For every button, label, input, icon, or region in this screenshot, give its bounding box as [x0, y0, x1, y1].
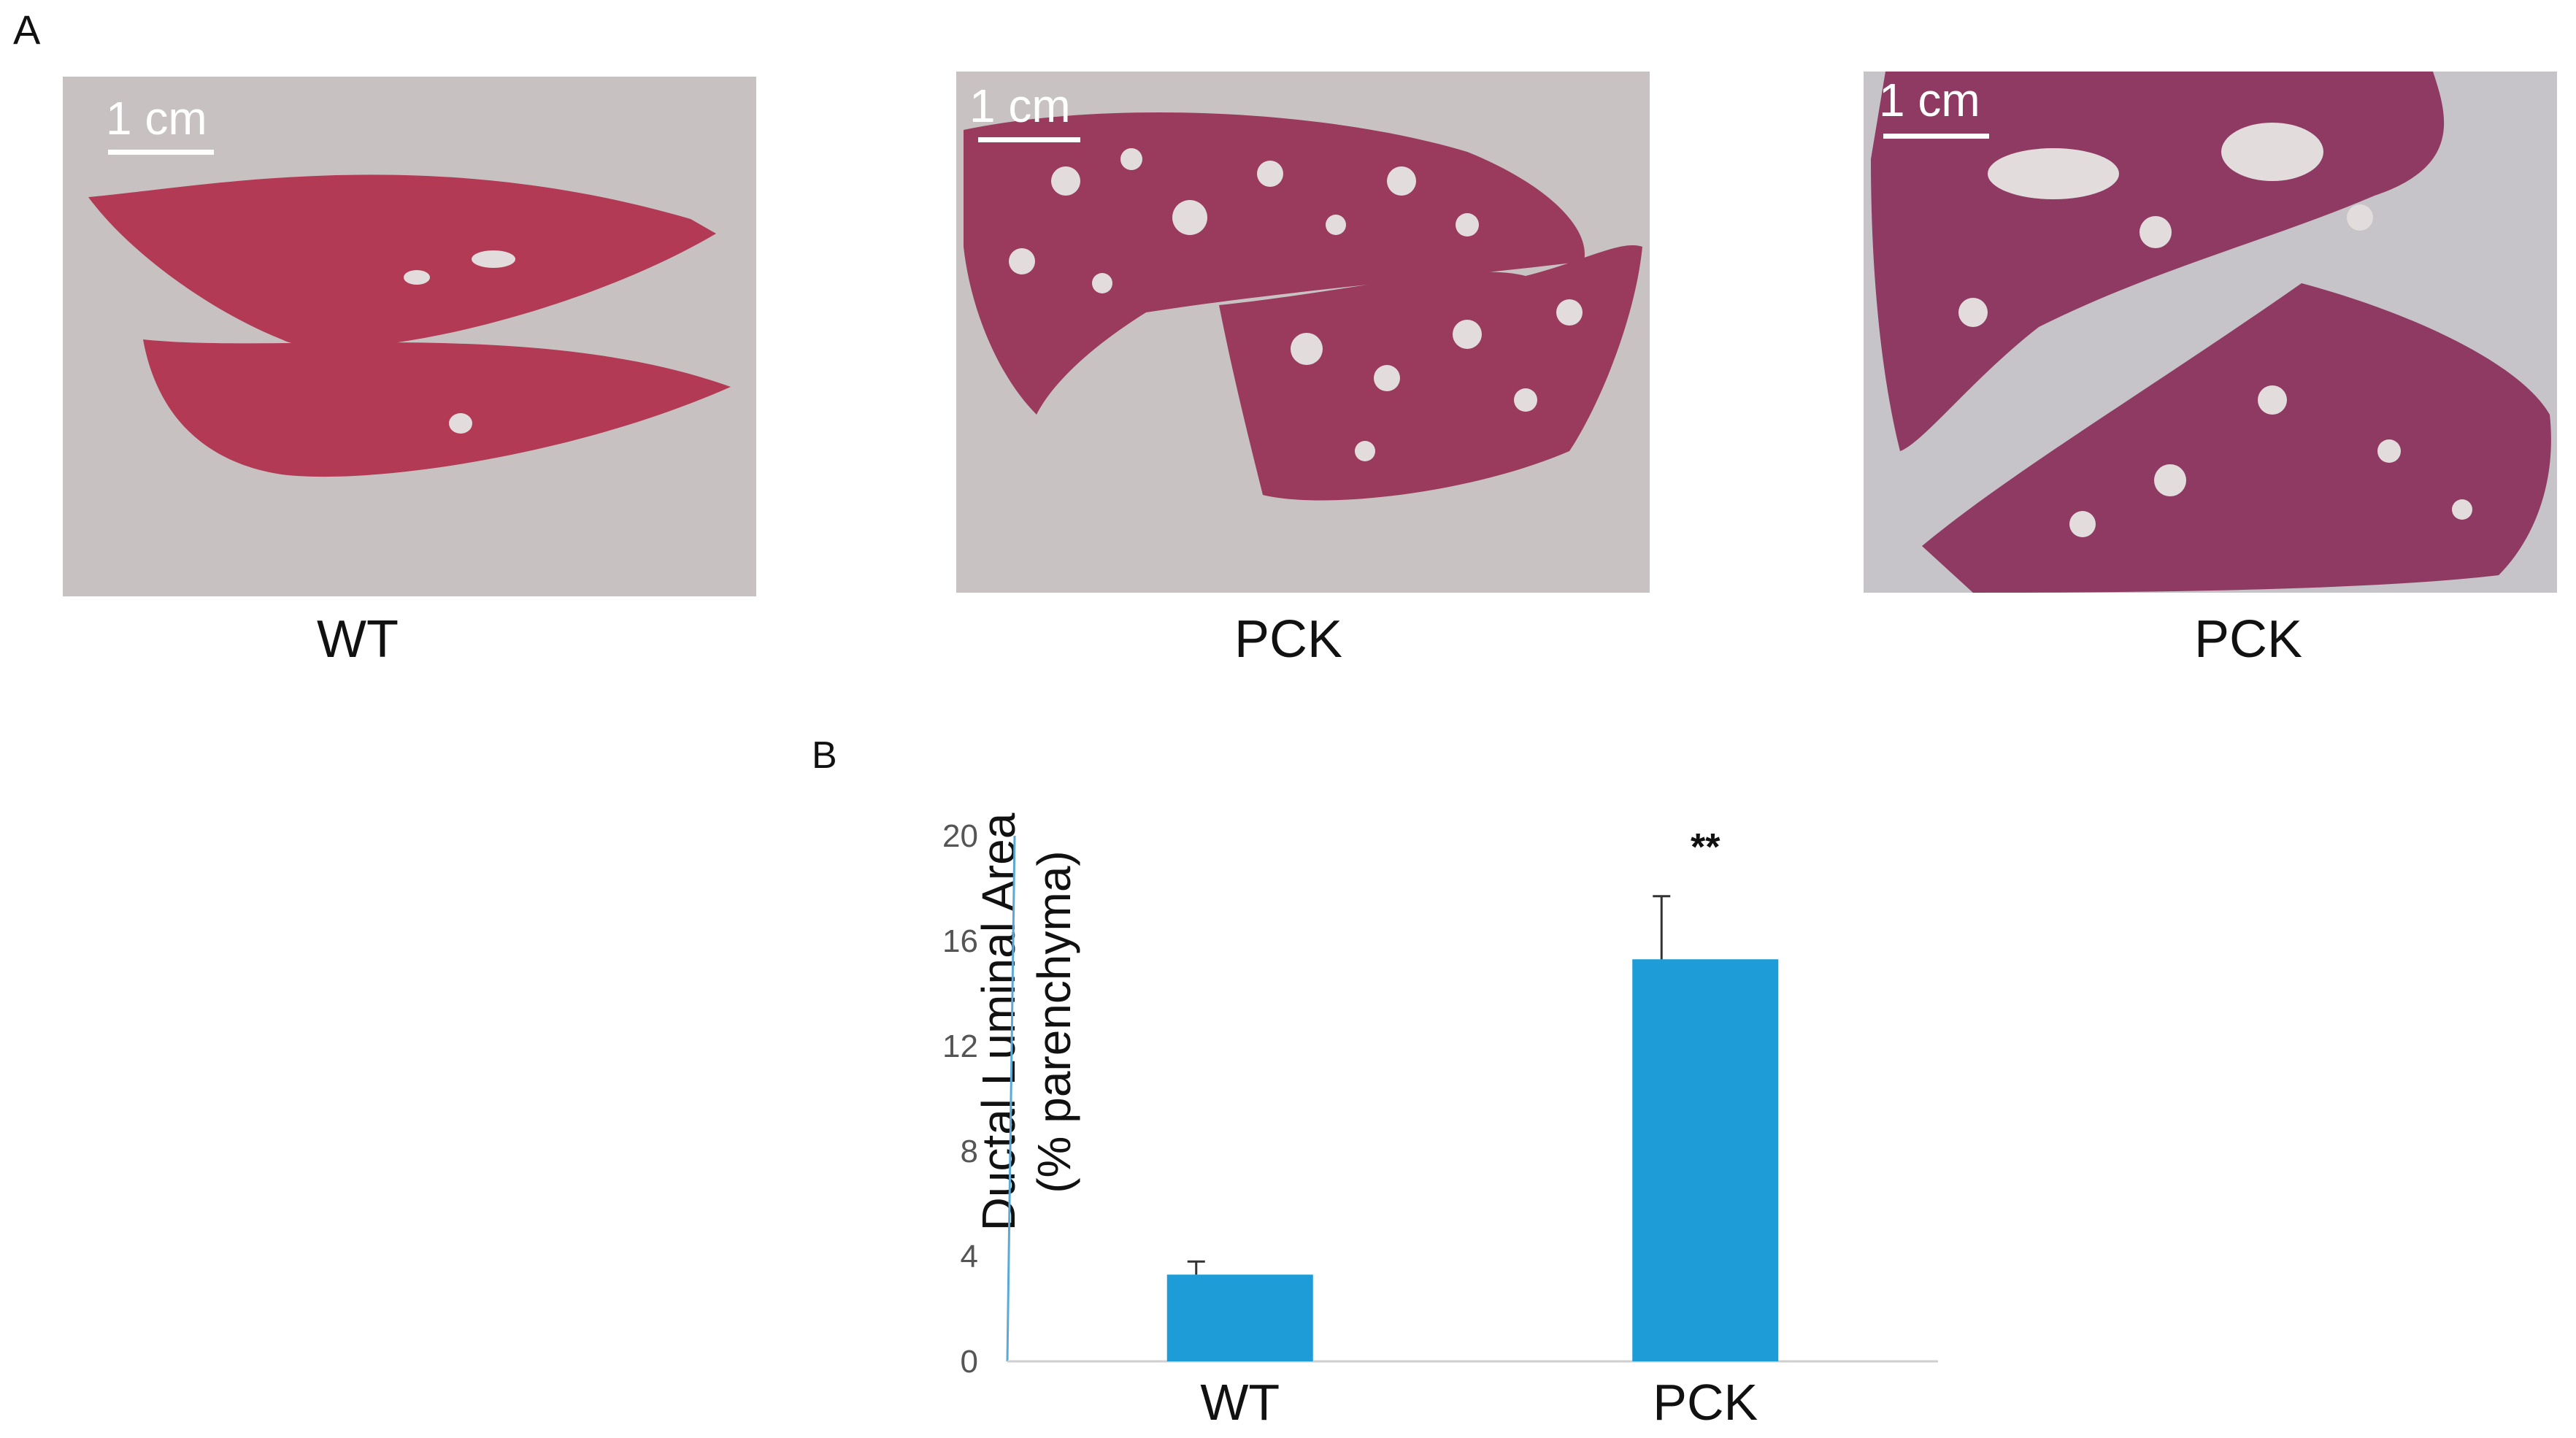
micrograph-wt	[63, 77, 756, 596]
y-axis-line	[1006, 835, 1016, 1362]
scale-bar-3	[1883, 134, 1989, 139]
micrograph-pck-2	[1864, 72, 2557, 593]
bar-wt	[1166, 1274, 1313, 1361]
x-tick-label: WT	[1200, 1374, 1280, 1431]
y-tick-label: 8	[961, 1134, 978, 1169]
image-label-1: WT	[317, 610, 399, 669]
bar-pck	[1632, 959, 1779, 1361]
chart-svg: 0 4 8 12 16 20 WT PCK **	[942, 818, 1938, 1431]
image-label-2: PCK	[1234, 610, 1343, 669]
x-tick-label: PCK	[1653, 1374, 1758, 1431]
scale-label-1: 1 cm	[106, 92, 207, 145]
bar-chart: Ductal Luminal Area (% parenchyma) 0 4 8 12…	[788, 730, 2029, 1438]
scale-bar-2	[978, 137, 1080, 142]
scale-label-3: 1 cm	[1879, 74, 1980, 126]
panel-b-letter: B	[812, 734, 837, 777]
significance-annotation: **	[1691, 826, 1720, 869]
y-tick-label: 20	[942, 818, 978, 854]
image-label-3: PCK	[2194, 610, 2303, 669]
scale-label-2: 1 cm	[969, 80, 1071, 132]
panel-a-letter: A	[13, 7, 41, 53]
y-tick-label: 16	[942, 923, 978, 959]
micrograph-pck-1	[956, 72, 1650, 593]
scale-bar-1	[108, 150, 214, 155]
y-tick-label: 0	[961, 1344, 978, 1380]
y-tick-label: 12	[942, 1028, 978, 1064]
y-tick-label: 4	[961, 1239, 978, 1274]
